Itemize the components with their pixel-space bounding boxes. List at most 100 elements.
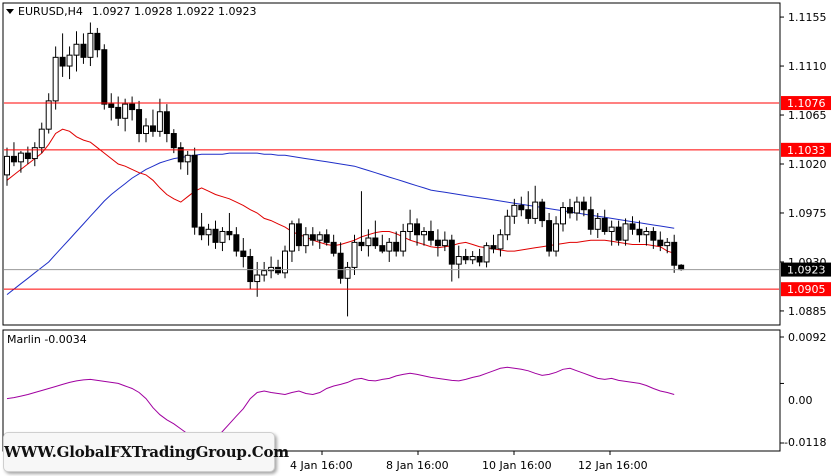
candle-body xyxy=(212,228,219,243)
candle-body xyxy=(539,201,546,222)
price-level-label: 1.1076 xyxy=(787,97,826,110)
candle-body xyxy=(518,204,525,211)
candle-body xyxy=(323,234,330,243)
price-label: 1.1020 xyxy=(788,158,827,171)
candle-body xyxy=(268,266,275,272)
current-price-badge xyxy=(781,262,831,277)
candle-body xyxy=(80,43,87,58)
indicator-scale-top: 0.0092 xyxy=(788,331,827,344)
candle-body xyxy=(282,250,288,274)
candle-body xyxy=(629,223,636,230)
price-label: 1.0885 xyxy=(788,305,827,318)
candle-body xyxy=(511,204,518,217)
candle-body xyxy=(149,125,156,132)
candle-body xyxy=(587,209,594,230)
candle-body xyxy=(434,239,441,247)
price-level-badge xyxy=(781,142,831,157)
candle-body xyxy=(386,241,393,252)
candle-body xyxy=(17,152,24,163)
candle-body xyxy=(87,32,94,58)
candle-body xyxy=(615,226,622,241)
candle-body xyxy=(608,226,615,232)
candle-body xyxy=(198,226,205,236)
candle-body xyxy=(316,234,323,241)
price-level-badge xyxy=(781,282,831,297)
candle-body xyxy=(393,241,400,252)
candle-body xyxy=(462,256,469,261)
price-pane xyxy=(2,2,781,326)
candle-body xyxy=(580,201,587,211)
candle-body xyxy=(414,223,421,236)
candle-body xyxy=(101,49,108,105)
ohlc-values: 1.0927 1.0928 1.0922 1.0923 xyxy=(92,5,256,18)
candle-body xyxy=(45,100,52,130)
candle-body xyxy=(108,103,115,108)
candle-body xyxy=(240,250,247,258)
candle-body xyxy=(483,245,490,263)
candle-body xyxy=(219,230,226,243)
candle-body xyxy=(73,43,80,56)
candle-body xyxy=(38,128,45,149)
candle-body xyxy=(191,154,198,228)
time-label: 10 Jan 16:00 xyxy=(482,459,552,472)
candle-body xyxy=(177,147,184,163)
candle-body xyxy=(650,230,657,241)
candle-body xyxy=(664,241,671,247)
chart-dropdown-icon[interactable] xyxy=(6,9,14,14)
candle-body xyxy=(469,256,476,261)
indicator-scale-mid: 0.00 xyxy=(788,394,813,407)
candle-body xyxy=(407,223,414,232)
candle-body xyxy=(205,228,212,236)
candle-body xyxy=(31,147,38,160)
candle-body xyxy=(365,237,372,247)
candle-body xyxy=(344,266,351,279)
candle-body xyxy=(421,230,427,236)
candle-body xyxy=(636,228,643,236)
candle-body xyxy=(156,111,163,132)
candle-body xyxy=(622,223,629,241)
candle-body xyxy=(400,230,407,252)
candle-body xyxy=(379,245,386,252)
price-label: 1.1110 xyxy=(788,60,827,73)
candle-body xyxy=(560,207,566,225)
candle-body xyxy=(566,207,573,214)
candle-body xyxy=(497,234,504,250)
candle-body xyxy=(275,266,282,274)
time-label: 12 Jan 16:00 xyxy=(578,459,648,472)
price-label: 1.0930 xyxy=(788,256,827,269)
candle-body xyxy=(254,274,261,283)
marlin-indicator-line xyxy=(6,366,675,444)
candle-body xyxy=(309,234,316,241)
candle-body xyxy=(136,109,143,135)
candle-body xyxy=(546,220,553,252)
candle-body xyxy=(490,245,497,250)
time-label: 4 Jan 16:00 xyxy=(290,459,353,472)
candle-body xyxy=(233,234,240,252)
candle-body xyxy=(504,215,511,236)
candle-body xyxy=(532,201,539,219)
price-label: 1.1065 xyxy=(788,109,827,122)
candle-body xyxy=(115,106,122,119)
candle-body xyxy=(553,223,560,252)
candle-body xyxy=(24,152,31,160)
candle-body xyxy=(288,223,295,252)
watermark-logo: WWW.GlobalFXTradingGroup.Com xyxy=(3,432,289,472)
candle-body xyxy=(427,230,434,241)
candle-body xyxy=(455,256,462,265)
candle-body xyxy=(671,241,678,266)
current-price-label: 1.0923 xyxy=(787,264,826,277)
indicator-scale-bottom: -0.0118 xyxy=(784,436,826,449)
symbol-label: EURUSD,H4 xyxy=(18,5,83,18)
time-label: 8 Jan 16:00 xyxy=(386,459,449,472)
indicator-pane xyxy=(2,329,781,452)
indicator-label: Marlin -0.0034 xyxy=(7,333,87,346)
price-label: 1.0975 xyxy=(788,207,827,220)
price-level-label: 1.1033 xyxy=(787,144,826,157)
candle-body xyxy=(476,256,483,263)
candle-body xyxy=(122,103,129,119)
candle-body xyxy=(143,125,149,135)
candle-body xyxy=(261,270,268,276)
price-label: 1.1155 xyxy=(788,11,827,24)
candle-body xyxy=(163,111,170,135)
